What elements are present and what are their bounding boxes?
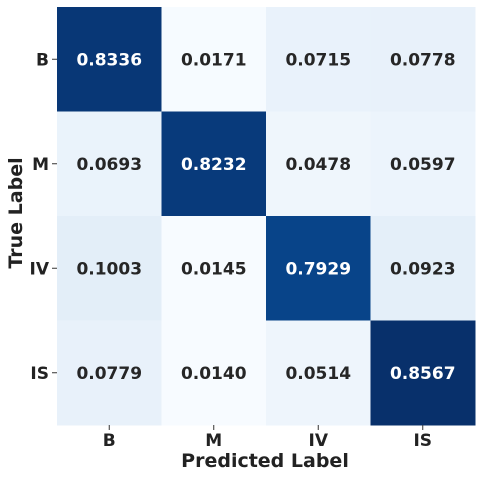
cell-value-label: 0.0923 <box>390 259 456 279</box>
cell-value-label: 0.0478 <box>285 155 351 175</box>
heatmap-cell-IV-IV <box>266 216 371 321</box>
cell-value-label: 0.0171 <box>181 50 247 70</box>
y-tick-label: M <box>32 155 49 175</box>
x-axis-title: Predicted Label <box>181 450 349 472</box>
heatmap-cell-B-B <box>57 7 162 112</box>
cell-value-label: 0.0778 <box>390 50 456 70</box>
cell-value-label: 0.0597 <box>390 155 456 175</box>
heatmap-cell-labels: 0.8336 0.0171 0.0715 0.0778 0.0693 0.8232 0.04… <box>76 50 455 384</box>
y-tick-label: B <box>36 50 49 70</box>
cell-value-label: 0.7929 <box>285 259 351 279</box>
x-tick-label: B <box>103 431 116 451</box>
heatmap-cell-IS-IS <box>370 320 476 426</box>
heatmap-cell-IS-B <box>57 320 162 426</box>
heatmap-cell-B-IS <box>370 7 476 112</box>
x-axis-ticks: B M IV IS <box>103 425 432 451</box>
heatmap-cell-B-IV <box>266 7 371 112</box>
cell-value-label: 0.0514 <box>285 364 351 384</box>
y-axis-title: True Label <box>5 157 27 268</box>
cell-value-label: 0.0715 <box>285 50 351 70</box>
x-tick-label: IS <box>413 431 432 451</box>
heatmap-cell-IS-IV <box>266 320 371 426</box>
cell-value-label: 0.0779 <box>76 364 142 384</box>
y-axis-ticks: B M IV IS <box>30 50 57 384</box>
cell-value-label: 0.0145 <box>181 259 247 279</box>
cell-value-label: 0.1003 <box>76 259 142 279</box>
heatmap-cell-M-IV <box>266 111 371 217</box>
heatmap-cell-M-B <box>57 111 162 217</box>
heatmap-cell-B-M <box>161 7 267 112</box>
cell-value-label: 0.8567 <box>390 364 456 384</box>
heatmap-cell-IS-M <box>161 320 267 426</box>
y-tick-label: IV <box>30 259 50 279</box>
heatmap-cell-IV-M <box>161 216 267 321</box>
x-tick-label: M <box>205 431 222 451</box>
cell-value-label: 0.8336 <box>76 50 142 70</box>
cell-value-label: 0.8232 <box>181 155 247 175</box>
x-tick-label: IV <box>309 431 329 451</box>
heatmap-cell-M-IS <box>370 111 476 217</box>
cell-value-label: 0.0140 <box>181 364 247 384</box>
cell-value-label: 0.0693 <box>76 155 142 175</box>
heatmap-cell-M-M <box>161 111 267 217</box>
heatmap-cells <box>57 7 476 426</box>
y-tick-label: IS <box>30 364 49 384</box>
heatmap-cell-IV-B <box>57 216 162 321</box>
heatmap-cell-IV-IS <box>370 216 476 321</box>
